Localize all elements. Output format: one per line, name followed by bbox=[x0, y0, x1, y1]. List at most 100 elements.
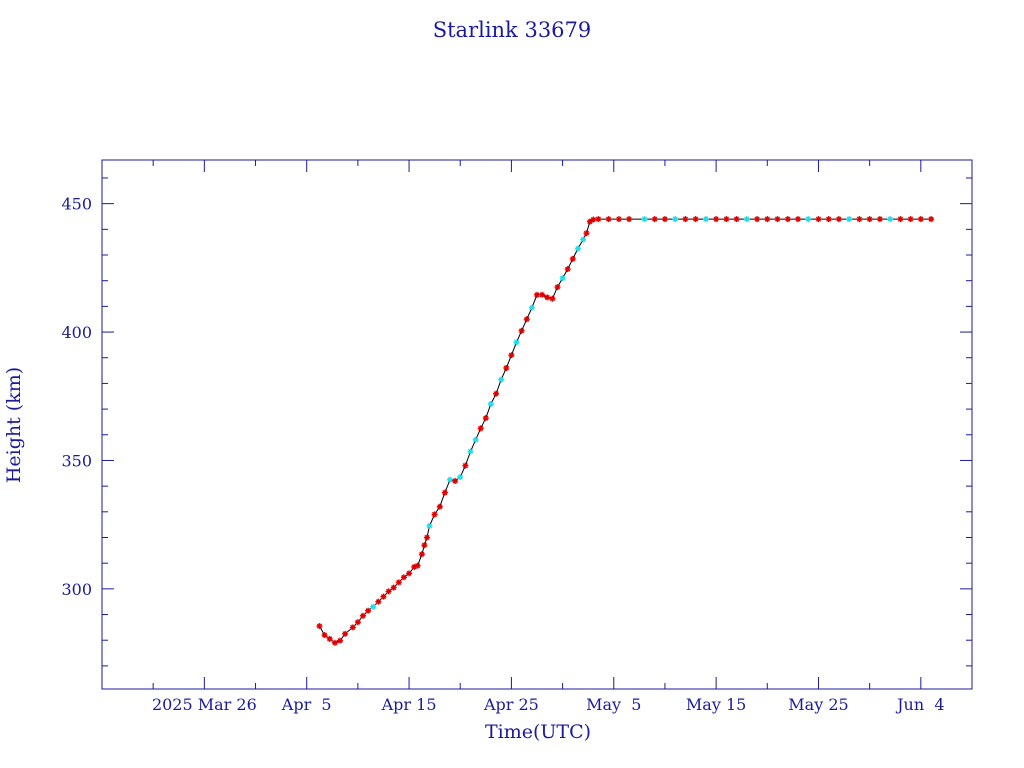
data-point bbox=[856, 216, 863, 223]
data-point bbox=[569, 255, 576, 262]
data-point bbox=[876, 216, 883, 223]
data-point bbox=[534, 291, 540, 298]
data-point bbox=[508, 352, 515, 359]
data-point bbox=[795, 216, 801, 223]
data-point bbox=[316, 623, 323, 630]
data-point bbox=[395, 579, 402, 586]
data-point bbox=[917, 216, 924, 223]
data-point bbox=[626, 216, 633, 223]
data-point bbox=[887, 216, 894, 223]
data-point bbox=[436, 503, 443, 510]
height-series-line bbox=[319, 218, 932, 644]
data-point bbox=[375, 598, 382, 605]
data-point bbox=[692, 216, 699, 223]
data-point bbox=[354, 619, 361, 626]
data-point bbox=[641, 216, 648, 223]
data-point bbox=[426, 522, 433, 529]
data-point bbox=[349, 624, 356, 631]
data-point bbox=[431, 511, 438, 518]
height-series-markers bbox=[316, 216, 935, 646]
data-point bbox=[331, 639, 338, 646]
data-point bbox=[360, 612, 366, 619]
data-point bbox=[477, 425, 484, 432]
data-point bbox=[928, 216, 935, 223]
data-point bbox=[846, 216, 853, 223]
axis-ticks bbox=[101, 160, 973, 689]
x-tick-label: May 25 bbox=[788, 695, 848, 714]
data-point bbox=[554, 284, 561, 291]
data-point bbox=[866, 216, 873, 223]
data-point bbox=[651, 216, 658, 223]
data-point bbox=[590, 216, 597, 223]
data-point bbox=[528, 304, 535, 311]
data-point bbox=[365, 607, 372, 614]
data-point bbox=[615, 216, 622, 223]
data-point bbox=[414, 562, 421, 569]
data-point bbox=[661, 216, 668, 223]
data-point bbox=[370, 603, 377, 610]
data-point bbox=[482, 415, 489, 422]
data-point bbox=[574, 245, 581, 252]
x-tick-label: May 5 bbox=[586, 695, 641, 714]
data-point bbox=[723, 216, 730, 223]
data-point bbox=[493, 390, 500, 397]
data-point bbox=[462, 462, 469, 469]
y-tick-label: 350 bbox=[61, 451, 92, 470]
data-point bbox=[835, 216, 842, 223]
data-point bbox=[326, 635, 333, 642]
data-point bbox=[503, 365, 510, 371]
data-point bbox=[390, 584, 397, 591]
data-point bbox=[418, 551, 425, 558]
data-point bbox=[467, 448, 474, 455]
axis-tick-labels: 2025 Mar 26 Apr 5 Apr 15 Apr 25 May 5 May 15 M… bbox=[61, 195, 944, 714]
data-point bbox=[498, 376, 505, 383]
data-point bbox=[733, 216, 740, 223]
chart-title: Starlink 33679 bbox=[433, 18, 592, 42]
y-axis-label: Height (km) bbox=[3, 367, 25, 483]
plot-frame bbox=[101, 159, 973, 690]
x-tick-label: Jun 4 bbox=[895, 695, 944, 714]
data-point bbox=[544, 294, 551, 301]
data-point bbox=[815, 216, 822, 223]
data-point bbox=[559, 275, 566, 282]
data-point bbox=[897, 216, 904, 223]
data-point bbox=[400, 574, 407, 581]
data-point bbox=[342, 630, 349, 637]
data-point bbox=[713, 216, 720, 223]
y-tick-label: 400 bbox=[61, 323, 92, 342]
data-point bbox=[321, 632, 328, 639]
data-point bbox=[452, 478, 459, 484]
data-point bbox=[487, 401, 494, 407]
x-tick-label: Apr 5 bbox=[281, 695, 332, 714]
data-point bbox=[513, 339, 520, 346]
y-tick-label: 450 bbox=[61, 195, 92, 214]
data-point bbox=[472, 436, 479, 443]
data-point bbox=[580, 236, 587, 243]
data-point bbox=[825, 216, 832, 223]
data-point bbox=[564, 266, 571, 273]
data-point bbox=[805, 216, 812, 223]
data-point bbox=[447, 476, 453, 483]
x-tick-label: Apr 25 bbox=[483, 695, 539, 714]
data-point bbox=[539, 291, 546, 298]
data-point bbox=[583, 230, 590, 237]
data-point bbox=[380, 593, 387, 600]
data-point bbox=[743, 216, 750, 223]
x-tick-label: Apr 15 bbox=[381, 695, 437, 714]
data-point bbox=[774, 216, 781, 223]
data-point bbox=[754, 216, 761, 223]
data-point bbox=[907, 216, 914, 223]
data-point bbox=[702, 216, 709, 223]
data-point bbox=[441, 489, 448, 496]
data-point bbox=[595, 216, 602, 223]
data-point bbox=[682, 216, 689, 223]
data-point bbox=[672, 216, 679, 223]
y-tick-label: 300 bbox=[61, 580, 92, 599]
data-point bbox=[784, 216, 791, 223]
data-point bbox=[457, 474, 464, 481]
data-point bbox=[518, 327, 525, 334]
data-point bbox=[523, 316, 530, 323]
data-point bbox=[385, 588, 392, 595]
x-axis-label: Time(UTC) bbox=[485, 721, 591, 743]
